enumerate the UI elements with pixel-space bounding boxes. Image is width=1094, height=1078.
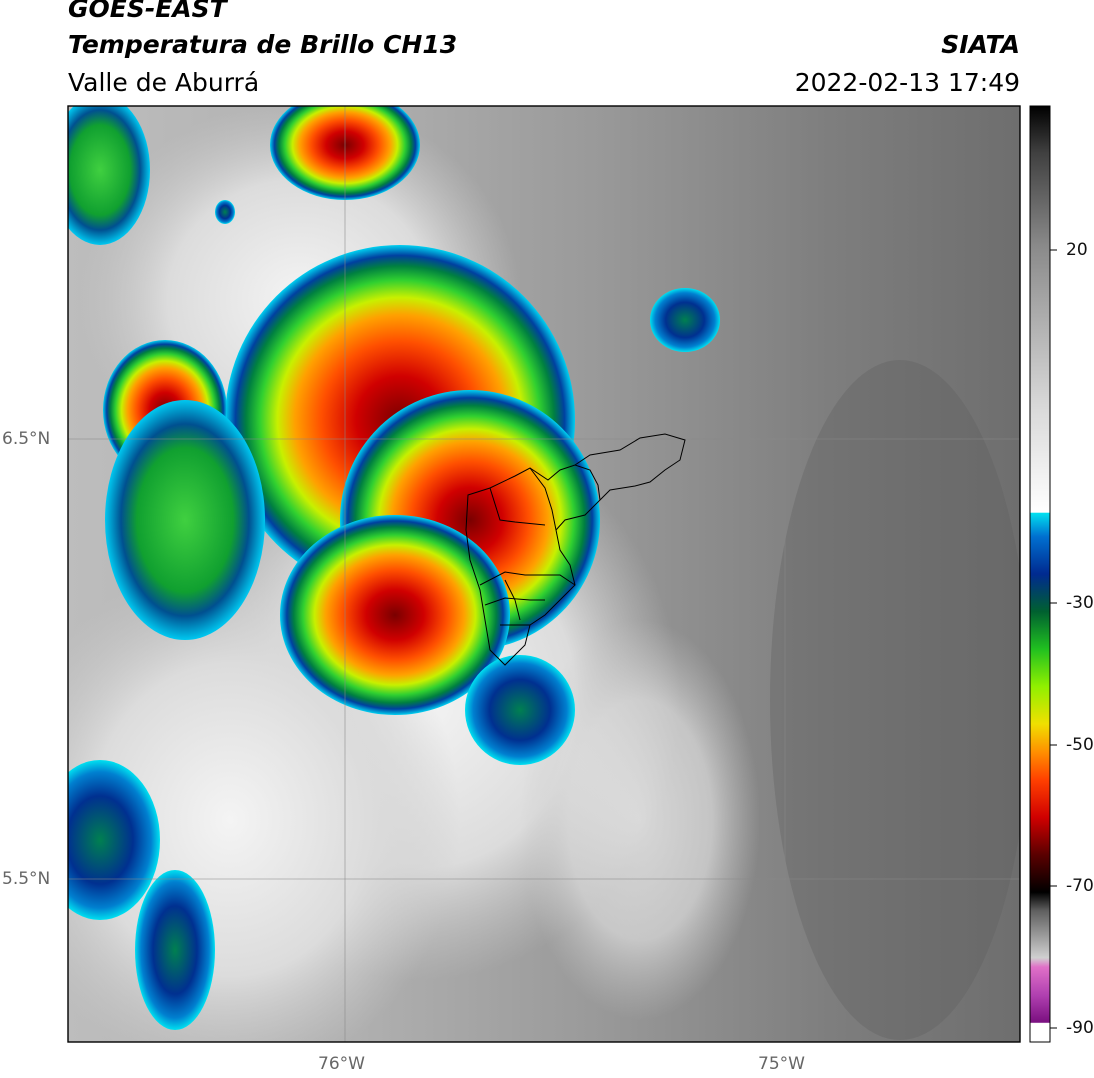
region-label: Valle de Aburrá <box>68 68 260 97</box>
colorbar-tick-minus30: -30 <box>1066 593 1094 613</box>
lat-label-5-5: 5.5°N <box>2 869 51 889</box>
colorbar-tick-20: 20 <box>1066 240 1088 260</box>
colorbar-tick-minus50: -50 <box>1066 735 1094 755</box>
municipal-boundaries <box>465 433 686 666</box>
lon-label-75: 75°W <box>758 1054 805 1074</box>
colorbar <box>1029 105 1057 1043</box>
title-satellite: GOES-EAST <box>68 0 227 23</box>
lon-label-76: 76°W <box>318 1054 365 1074</box>
colorbar-tick-minus70: -70 <box>1066 876 1094 896</box>
map-field <box>68 106 1020 1042</box>
organization-label: SIATA <box>941 30 1020 59</box>
colorbar-tick-minus90: -90 <box>1066 1018 1094 1038</box>
title-product: Temperatura de Brillo CH13 <box>68 30 458 59</box>
map-frame <box>67 105 1021 1043</box>
lat-label-6-5: 6.5°N <box>2 429 51 449</box>
storm-cell-south <box>280 515 510 715</box>
timestamp-label: 2022-02-13 17:49 <box>794 68 1020 97</box>
